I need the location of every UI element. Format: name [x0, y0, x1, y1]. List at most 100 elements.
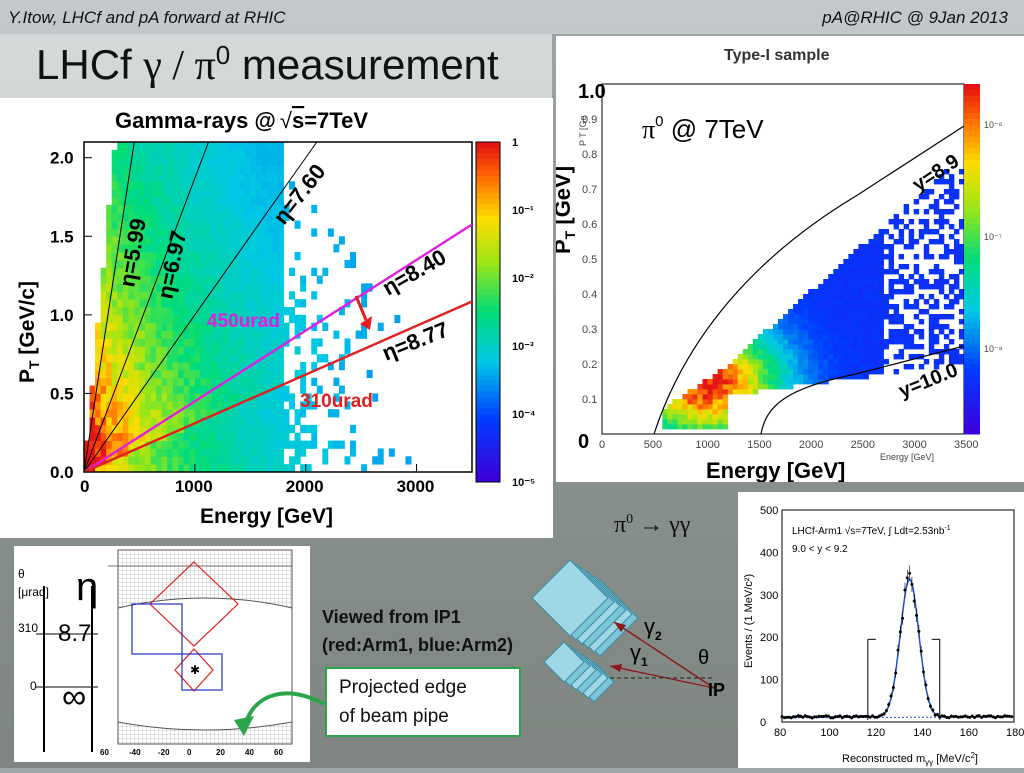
heatmap-cell [883, 254, 889, 260]
gamma2-ray [613, 621, 715, 689]
heatmap-cell [289, 401, 296, 410]
heatmap-cell [200, 307, 207, 316]
heatmap-cell [803, 374, 809, 380]
heatmap-cell [150, 259, 157, 269]
heatmap-cell [863, 269, 869, 275]
colorbar-cell [964, 404, 980, 412]
heatmap-cell [266, 354, 273, 363]
heatmap-cell [133, 385, 140, 394]
heatmap-cell [361, 299, 368, 308]
heatmap-cell [194, 157, 201, 166]
heatmap-cell [95, 409, 102, 418]
heatmap-cell [732, 359, 739, 365]
heatmap-cell [189, 307, 196, 316]
heatmap-cell [233, 338, 240, 347]
heatmap-cell [89, 385, 96, 394]
heatmap-cell [803, 319, 809, 325]
heatmap-cell [918, 334, 925, 340]
data-point [996, 714, 1000, 718]
heatmap-cell [677, 399, 683, 405]
detector-xtick: -40 [129, 748, 141, 757]
heatmap-cell [122, 157, 129, 166]
heatmap-cell [244, 212, 251, 221]
colorbar-cell [964, 270, 980, 277]
heatmap-cell [95, 401, 102, 410]
heatmap-cell [898, 254, 905, 260]
heatmap-cell [898, 334, 905, 340]
heatmap-cell [777, 359, 784, 365]
heatmap-cell [156, 314, 162, 324]
heatmap-cell [211, 330, 218, 339]
heatmap-cell [156, 283, 162, 292]
heatmap-cell [228, 267, 235, 276]
pi0-xtick: 2000 [799, 439, 823, 451]
heatmap-cell [156, 212, 162, 221]
heatmap-cell [868, 369, 874, 375]
heatmap-cell [167, 181, 174, 190]
data-point [970, 714, 974, 718]
heatmap-cell [255, 393, 262, 402]
heatmap-cell [853, 269, 859, 275]
heatmap-cell [818, 289, 824, 295]
heatmap-cell [172, 448, 179, 457]
heatmap-cell [813, 294, 819, 300]
heatmap-cell [172, 181, 179, 190]
heatmap-cell [117, 204, 124, 214]
heatmap-cell [272, 417, 279, 426]
heatmap-cell [261, 330, 268, 339]
heatmap-cell [289, 424, 296, 434]
heatmap-cell [777, 369, 784, 375]
heatmap-cell [128, 204, 135, 214]
heatmap-cell [128, 464, 135, 473]
heatmap-cell [172, 456, 179, 465]
heatmap-cell [89, 393, 96, 402]
colorbar-cell [964, 323, 980, 330]
heatmap-cell [793, 354, 799, 360]
heatmap-cell [893, 339, 900, 345]
heatmap-cell [211, 149, 218, 159]
colorbar-cell [964, 294, 980, 301]
heatmap-cell [111, 165, 118, 174]
heatmap-cell [888, 234, 895, 240]
heatmap-cell [338, 307, 345, 316]
heatmap-cell [717, 419, 724, 425]
heatmap-cell [106, 259, 113, 269]
detector-xtick: 40 [245, 748, 254, 757]
heatmap-cell [211, 432, 218, 441]
heatmap-cell [777, 344, 784, 350]
colorbar-cell [476, 232, 500, 239]
heatmap-cell [228, 362, 235, 371]
heatmap-cell [868, 284, 874, 290]
heatmap-cell [139, 338, 146, 347]
heatmap-cell [111, 440, 118, 449]
pi0-annotation: π0 @ 7TeV [642, 113, 764, 144]
heatmap-cell [217, 283, 223, 292]
heatmap-cell [266, 314, 273, 324]
heatmap-cell [133, 275, 140, 284]
theta-unit: [μrad] [18, 585, 49, 599]
colorbar-cell [476, 153, 500, 160]
heatmap-cell [244, 464, 251, 473]
heatmap-cell [161, 275, 168, 284]
heatmap-cell [228, 204, 235, 214]
heatmap-cell [858, 329, 864, 335]
heatmap-cell [672, 399, 678, 405]
pi0-heatmap: Type-I sample 10⁻⁶10⁻⁷10⁻⁸ 0 500 1000 1500 2… [550, 47, 1003, 483]
heatmap-cell [156, 228, 162, 237]
heatmap-cell [189, 173, 196, 182]
heatmap-cell [133, 259, 140, 269]
heatmap-cell [757, 374, 764, 380]
heatmap-cell [272, 424, 279, 434]
heatmap-cell [144, 197, 151, 206]
heatmap-cell [272, 432, 279, 441]
heatmap-cell [244, 291, 251, 300]
heatmap-cell [697, 414, 703, 420]
heatmap-cell [261, 189, 268, 198]
heatmap-cell [938, 224, 945, 230]
data-point [850, 716, 854, 720]
heatmap-cell [878, 274, 884, 280]
heatmap-cell [338, 236, 345, 245]
heatmap-cell [150, 464, 157, 473]
heatmap-cell [333, 409, 340, 418]
heatmap-cell [788, 379, 794, 385]
